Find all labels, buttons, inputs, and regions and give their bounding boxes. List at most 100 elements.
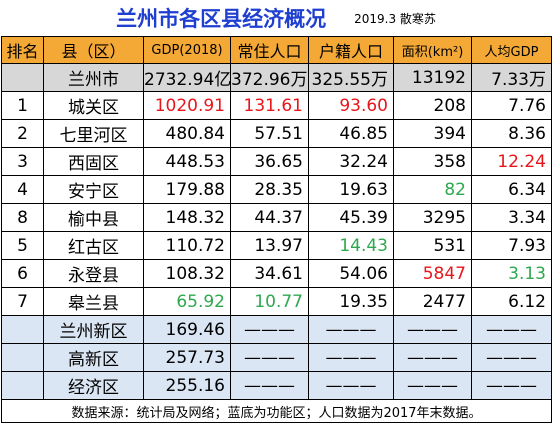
zone-rank-cell [1,343,44,372]
resident-cell: 13.97 [230,231,309,260]
source-note: 数据来源：统计局及网络；蓝底为功能区；人口数据为2017年末数据。 [1,399,552,423]
table-row: 6 永登县 108.32 34.61 54.06 5847 3.13 [1,259,552,288]
zone-gdp-cell: 255.16 [143,371,231,400]
percap-cell: 7.76 [471,91,552,120]
gdp-cell: 148.32 [143,203,231,232]
total-hukou: 325.55万 [308,63,394,92]
zone-dash-cell: ——— [230,371,309,400]
resident-cell: 34.61 [230,259,309,288]
percap-cell: 7.93 [471,231,552,260]
resident-cell: 36.65 [230,147,309,176]
gdp-cell: 448.53 [143,147,231,176]
district-cell: 安宁区 [43,175,144,204]
table-title: 兰州市各区县经济概况 [116,7,327,31]
total-area: 13192 [393,63,472,92]
zone-rank-cell [1,371,44,400]
zone-dash-cell: ——— [308,371,394,400]
percap-cell: 6.34 [471,175,552,204]
zone-dash-cell: ——— [471,315,552,344]
area-cell: 3295 [393,203,472,232]
zone-dash-cell: ——— [471,371,552,400]
table-row: 1 城关区 1020.91 131.61 93.60 208 7.76 [1,91,552,120]
district-cell: 七里河区 [43,119,144,148]
header-percap: 人均GDP [471,36,552,64]
zone-dash-cell: ——— [230,343,309,372]
rank-cell: 1 [1,91,44,120]
percap-cell: 8.36 [471,119,552,148]
area-cell: 394 [393,119,472,148]
rank-cell: 6 [1,259,44,288]
total-row: 兰州市 2732.94亿 372.96万 325.55万 13192 7.33万 [1,63,552,92]
zone-dash-cell: ——— [393,343,472,372]
header-rank: 排名 [1,36,44,64]
title-row: 兰州市各区县经济概况 2019.3 散寒苏 [0,0,552,36]
hukou-cell: 93.60 [308,91,394,120]
hukou-cell: 14.43 [308,231,394,260]
area-cell: 358 [393,147,472,176]
header-row: 排名 县（区） GDP(2018) 常住人口 户籍人口 面积(km²) 人均GD… [1,36,552,64]
percap-cell: 12.24 [471,147,552,176]
area-cell: 531 [393,231,472,260]
rank-cell: 2 [1,119,44,148]
header-area: 面积(km²) [393,36,472,64]
header-resident: 常住人口 [230,36,309,64]
percap-cell: 3.34 [471,203,552,232]
zone-row: 高新区 257.73 ——— ——— ——— ——— [1,343,552,372]
resident-cell: 57.51 [230,119,309,148]
rank-cell: 4 [1,175,44,204]
title-note: 2019.3 散寒苏 [354,11,436,26]
zone-dash-cell: ——— [471,343,552,372]
district-cell: 红古区 [43,231,144,260]
table-row: 7 皋兰县 65.92 10.77 19.35 2477 6.12 [1,287,552,316]
zone-dash-cell: ——— [308,315,394,344]
hukou-cell: 19.63 [308,175,394,204]
zone-dash-cell: ——— [393,315,472,344]
resident-cell: 28.35 [230,175,309,204]
hukou-cell: 46.85 [308,119,394,148]
district-cell: 城关区 [43,91,144,120]
zone-row: 兰州新区 169.46 ——— ——— ——— ——— [1,315,552,344]
gdp-cell: 108.32 [143,259,231,288]
resident-cell: 10.77 [230,287,309,316]
rank-cell: 8 [1,203,44,232]
district-cell: 榆中县 [43,203,144,232]
total-rank [1,63,44,92]
source-row: 数据来源：统计局及网络；蓝底为功能区；人口数据为2017年末数据。 [1,399,552,423]
economy-table: 排名 县（区） GDP(2018) 常住人口 户籍人口 面积(km²) 人均GD… [1,36,552,423]
zone-dash-cell: ——— [230,315,309,344]
header-hukou: 户籍人口 [308,36,394,64]
resident-cell: 131.61 [230,91,309,120]
resident-cell: 44.37 [230,203,309,232]
area-cell: 5847 [393,259,472,288]
area-cell: 208 [393,91,472,120]
percap-cell: 3.13 [471,259,552,288]
area-cell: 2477 [393,287,472,316]
table-row: 8 榆中县 148.32 44.37 45.39 3295 3.34 [1,203,552,232]
zone-name-cell: 高新区 [43,343,144,372]
total-resident: 372.96万 [230,63,309,92]
area-cell: 82 [393,175,472,204]
rank-cell: 3 [1,147,44,176]
total-percap: 7.33万 [471,63,552,92]
zone-dash-cell: ——— [308,343,394,372]
hukou-cell: 19.35 [308,287,394,316]
zone-gdp-cell: 257.73 [143,343,231,372]
table-row: 2 七里河区 480.84 57.51 46.85 394 8.36 [1,119,552,148]
zone-name-cell: 兰州新区 [43,315,144,344]
table-row: 4 安宁区 179.88 28.35 19.63 82 6.34 [1,175,552,204]
district-cell: 永登县 [43,259,144,288]
hukou-cell: 45.39 [308,203,394,232]
total-name: 兰州市 [43,63,144,92]
gdp-cell: 1020.91 [143,91,231,120]
zone-gdp-cell: 169.46 [143,315,231,344]
zone-name-cell: 经济区 [43,371,144,400]
district-cell: 皋兰县 [43,287,144,316]
rank-cell: 7 [1,287,44,316]
table-row: 5 红古区 110.72 13.97 14.43 531 7.93 [1,231,552,260]
gdp-cell: 65.92 [143,287,231,316]
total-gdp: 2732.94亿 [143,63,231,92]
gdp-cell: 110.72 [143,231,231,260]
rank-cell: 5 [1,231,44,260]
percap-cell: 6.12 [471,287,552,316]
